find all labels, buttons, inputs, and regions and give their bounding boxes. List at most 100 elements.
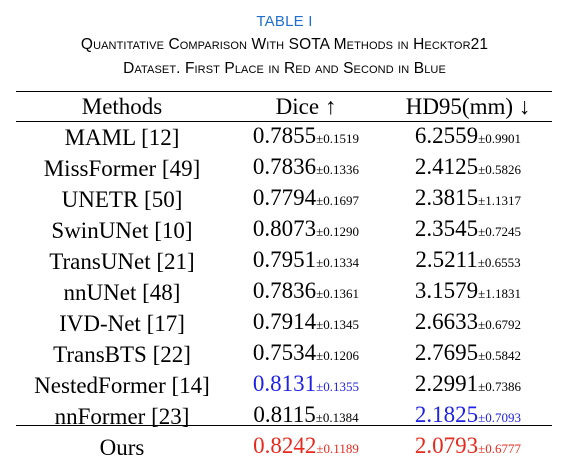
dice-value: 0.8242 [253,433,317,458]
hd95-cell: 2.2991±0.7386 [384,370,552,401]
dice-value: 0.7951 [252,247,317,272]
dice-std: ±0.1189 [316,441,359,456]
table-body: MAML [12] 0.7855±0.1519 6.2559±0.9901 MissF… [16,121,552,463]
table-caption-line-2: Dataset. First Place in Red and Second i… [123,60,446,77]
hd95-cell: 2.0793±0.6777 [384,432,552,463]
hd95-cell: 6.2559±0.9901 [384,121,552,153]
hd95-cell: 2.7695±0.5842 [384,339,552,370]
hd95-std: ±0.6553 [477,255,521,270]
table-row: TransBTS [22] 0.7534±0.1206 2.7695±0.5842 [16,339,552,370]
method-name-cell: IVD-Net [17] [59,310,185,336]
hd95-cell: 2.5211±0.6553 [384,246,552,277]
dice-value: 0.8073 [252,216,317,241]
results-table: Methods Dice ↑ HD95(mm) ↓ MAML [12] 0.785… [16,92,552,463]
dice-std: ±0.1355 [316,379,360,394]
table-row: nnUNet [48] 0.7836±0.1361 3.1579±1.1831 [16,277,552,308]
hd95-value: 2.7695 [414,340,479,365]
column-header-methods: Methods [81,94,163,119]
hd95-std: ±0.7245 [478,224,522,239]
table-row: UNETR [50] 0.7794±0.1697 2.3815±1.1317 [16,184,552,215]
hd95-std: ±0.5842 [478,348,522,363]
dice-value: 0.7914 [252,309,317,334]
table-header-rule [16,121,552,122]
dice-cell: 0.7951±0.1334 [228,246,384,277]
method-name-cell: TransUNet [21] [49,248,195,274]
hd95-value: 2.4125 [414,154,479,179]
dice-std: ±0.1206 [316,348,360,363]
hd95-value: 3.1579 [414,278,479,303]
table-row: MissFormer [49] 0.7836±0.1336 2.4125±0.582… [16,153,552,184]
table-row: Ours 0.8242±0.1189 2.0793±0.6777 [16,432,552,463]
dice-std: ±0.1384 [315,410,359,425]
dice-std: ±0.1290 [316,224,360,239]
hd95-std: ±0.5826 [478,162,522,177]
method-name-cell: UNETR [50] [61,186,183,212]
dice-value: 0.7836 [252,154,317,179]
hd95-std: ±1.1831 [478,286,522,301]
dice-cell: 0.7794±0.1697 [228,184,384,215]
method-name-cell: TransBTS [22] [53,341,191,367]
hd95-value: 2.6633 [414,309,479,334]
method-name-cell: SwinUNet [10] [51,217,193,243]
table-label: TABLE I [256,13,313,30]
dice-std: ±0.1697 [316,193,360,208]
dice-value: 0.7794 [252,185,317,210]
table-row: NestedFormer [14] 0.8131±0.1355 2.2991±0.7… [16,370,552,401]
hd95-cell: 2.3545±0.7245 [384,215,552,246]
hd95-value: 2.2991 [414,371,479,396]
hd95-std: ±0.7386 [478,379,522,394]
dice-cell: 0.7534±0.1206 [228,339,384,370]
dice-cell: 0.7914±0.1345 [228,308,384,339]
dice-value: 0.8131 [252,371,317,396]
dice-value: 0.8115 [253,402,316,427]
table-top-rule [16,91,552,93]
method-name-cell: NestedFormer [14] [34,372,210,398]
table-caption-line-1: Quantitative Comparison With SOTA Method… [80,36,489,53]
hd95-cell: 2.1825±0.7093 [384,401,552,432]
column-header-hd95: HD95(mm) ↓ [405,94,531,119]
column-header-dice: Dice ↑ [275,94,337,119]
dice-cell: 0.7855±0.1519 [228,121,384,153]
table-row: TransUNet [21] 0.7951±0.1334 2.5211±0.6553 [16,246,552,277]
hd95-std: ±0.9901 [478,131,522,146]
table-bottom-rule [16,425,552,427]
hd95-value: 2.0793 [414,433,479,458]
method-name-cell: nnUNet [48] [63,279,181,305]
hd95-cell: 2.6633±0.6792 [384,308,552,339]
hd95-cell: 3.1579±1.1831 [384,277,552,308]
dice-std: ±0.1519 [316,131,360,146]
method-name-cell: Ours [99,434,145,460]
hd95-cell: 2.3815±1.1317 [384,184,552,215]
dice-value: 0.7534 [252,340,317,365]
table-row: IVD-Net [17] 0.7914±0.1345 2.6633±0.6792 [16,308,552,339]
method-name-cell: MAML [12] [64,124,180,150]
hd95-std: ±0.7093 [478,410,522,425]
hd95-value: 2.3545 [414,216,479,241]
dice-std: ±0.1361 [316,286,360,301]
dice-value: 0.7855 [252,123,317,148]
hd95-cell: 2.4125±0.5826 [384,153,552,184]
method-name-cell: nnFormer [23] [54,403,190,429]
dice-std: ±0.1334 [316,255,360,270]
dice-cell: 0.7836±0.1336 [228,153,384,184]
dice-std: ±0.1345 [316,317,360,332]
dice-cell: 0.8242±0.1189 [228,432,384,463]
dice-cell: 0.8131±0.1355 [228,370,384,401]
hd95-value: 6.2559 [414,123,479,148]
hd95-value: 2.1825 [414,402,479,427]
hd95-std: ±1.1317 [478,193,522,208]
table-row: SwinUNet [10] 0.8073±0.1290 2.3545±0.7245 [16,215,552,246]
hd95-std: ±0.6777 [478,441,522,456]
dice-std: ±0.1336 [316,162,360,177]
dice-cell: 0.7836±0.1361 [228,277,384,308]
method-name-cell: MissFormer [49] [43,155,201,181]
hd95-std: ±0.6792 [478,317,522,332]
hd95-value: 2.3815 [414,185,479,210]
dice-cell: 0.8115±0.1384 [228,401,384,432]
table-row: nnFormer [23] 0.8115±0.1384 2.1825±0.7093 [16,401,552,432]
table-row: MAML [12] 0.7855±0.1519 6.2559±0.9901 [16,121,552,153]
dice-cell: 0.8073±0.1290 [228,215,384,246]
dice-value: 0.7836 [252,278,317,303]
hd95-value: 2.5211 [415,247,478,272]
table-header-row: Methods Dice ↑ HD95(mm) ↓ [16,92,552,121]
